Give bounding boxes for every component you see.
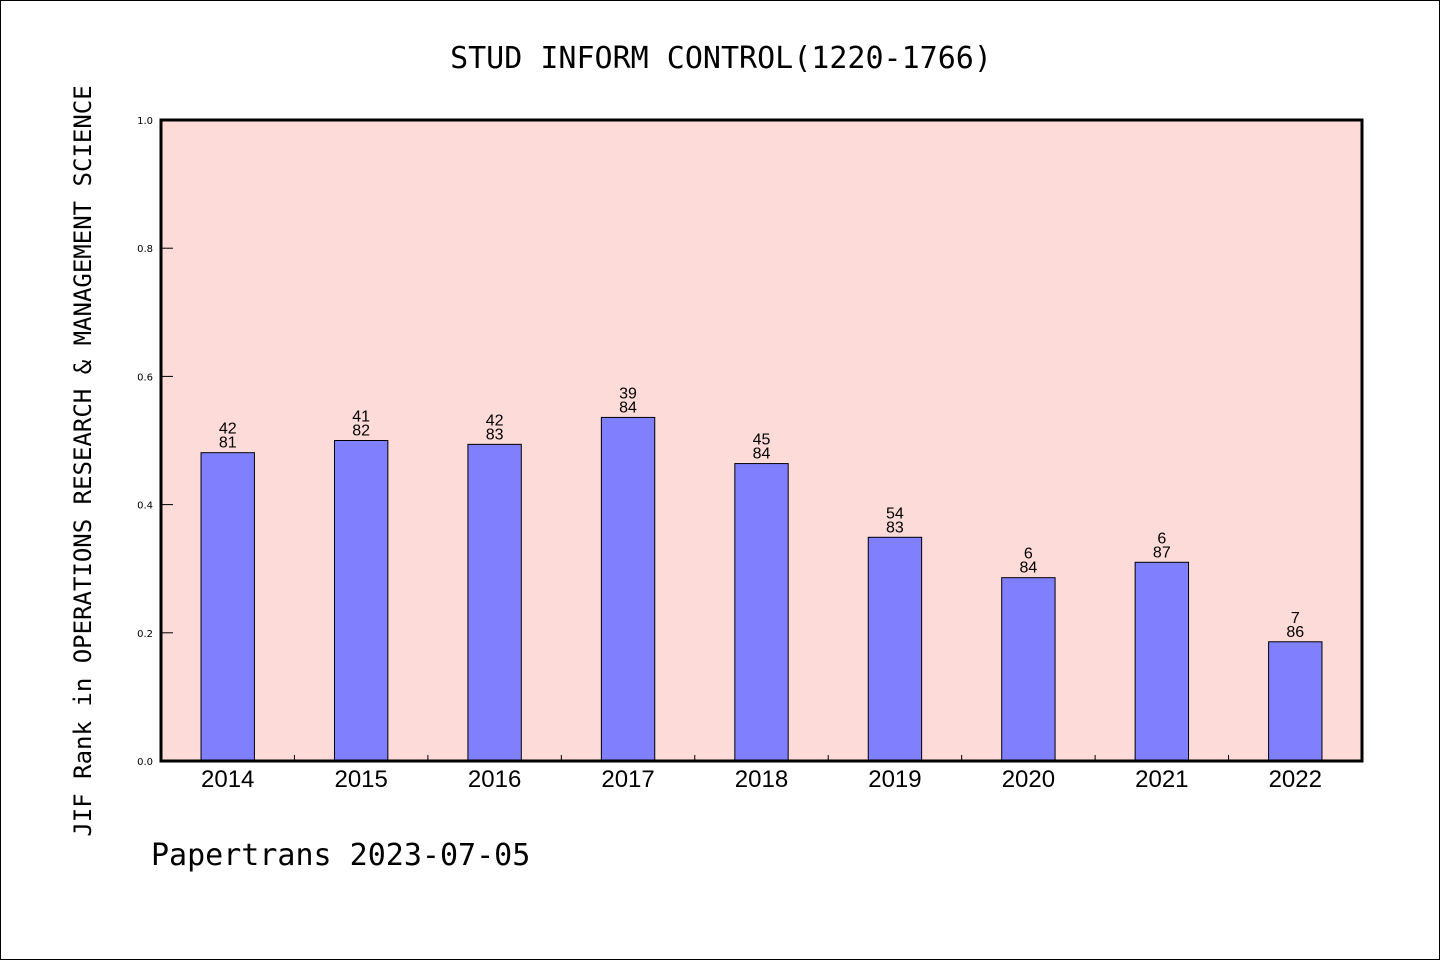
x-tick-label: 2022 — [1269, 766, 1322, 793]
bar-label-total: 84 — [619, 399, 637, 416]
x-tick-label: 2017 — [601, 766, 654, 793]
bar-label-total: 83 — [486, 426, 504, 443]
bar-label-rank: 39 — [619, 385, 637, 402]
bar-label-rank: 6 — [1157, 530, 1166, 547]
x-tick-label: 2019 — [868, 766, 921, 793]
plot-border — [159, 118, 1364, 763]
bar-label-total: 84 — [753, 446, 771, 463]
footer-text: Papertrans 2023-07-05 — [151, 838, 530, 873]
y-tick-label: 0.8 — [137, 244, 153, 255]
bar-label-total: 87 — [1153, 544, 1171, 561]
bar-label-total: 82 — [352, 423, 370, 440]
bar-label-total: 81 — [219, 435, 237, 452]
x-tick-label: 2016 — [468, 766, 521, 793]
y-tick-label: 0.4 — [137, 501, 153, 512]
x-tick-label: 2020 — [1002, 766, 1055, 793]
bar-label-rank: 42 — [219, 421, 237, 438]
bar — [1268, 641, 1323, 762]
bar — [200, 452, 255, 762]
y-tick-label: 0.2 — [137, 629, 153, 640]
bar-label-rank: 42 — [486, 412, 504, 429]
y-tick-label: 1.0 — [137, 116, 153, 127]
bar — [333, 440, 389, 762]
x-tick-label: 2018 — [735, 766, 788, 793]
bar — [867, 536, 923, 762]
x-axis: 2014 2015 2016 2017 2018 2019 2020 2021 2022 — [201, 755, 1322, 793]
x-tick-label: 2015 — [334, 766, 387, 793]
bar — [1001, 577, 1056, 762]
bars — [200, 416, 1323, 762]
bar-label-rank: 41 — [352, 409, 370, 426]
x-tick-label: 2021 — [1135, 766, 1188, 793]
bar-label-total: 83 — [886, 519, 904, 536]
bar — [600, 416, 656, 762]
x-tick-label: 2014 — [201, 766, 254, 793]
y-tick-label: 0.0 — [137, 757, 153, 768]
bar — [1134, 561, 1190, 762]
y-tick-label: 0.6 — [137, 372, 153, 383]
bar-label-rank: 45 — [753, 432, 771, 449]
bar-label-total: 84 — [1019, 560, 1037, 577]
bar-label-rank: 6 — [1024, 546, 1033, 563]
bar — [734, 463, 789, 762]
bar-label-rank: 7 — [1291, 610, 1300, 627]
bar-label-total: 86 — [1286, 624, 1304, 641]
bar-label-rank: 54 — [886, 505, 904, 522]
chart-title: STUD INFORM CONTROL(1220-1766) — [450, 41, 992, 76]
bar — [467, 443, 522, 762]
y-axis-label: JIF Rank in OPERATIONS RESEARCH & MANAGE… — [69, 85, 97, 836]
